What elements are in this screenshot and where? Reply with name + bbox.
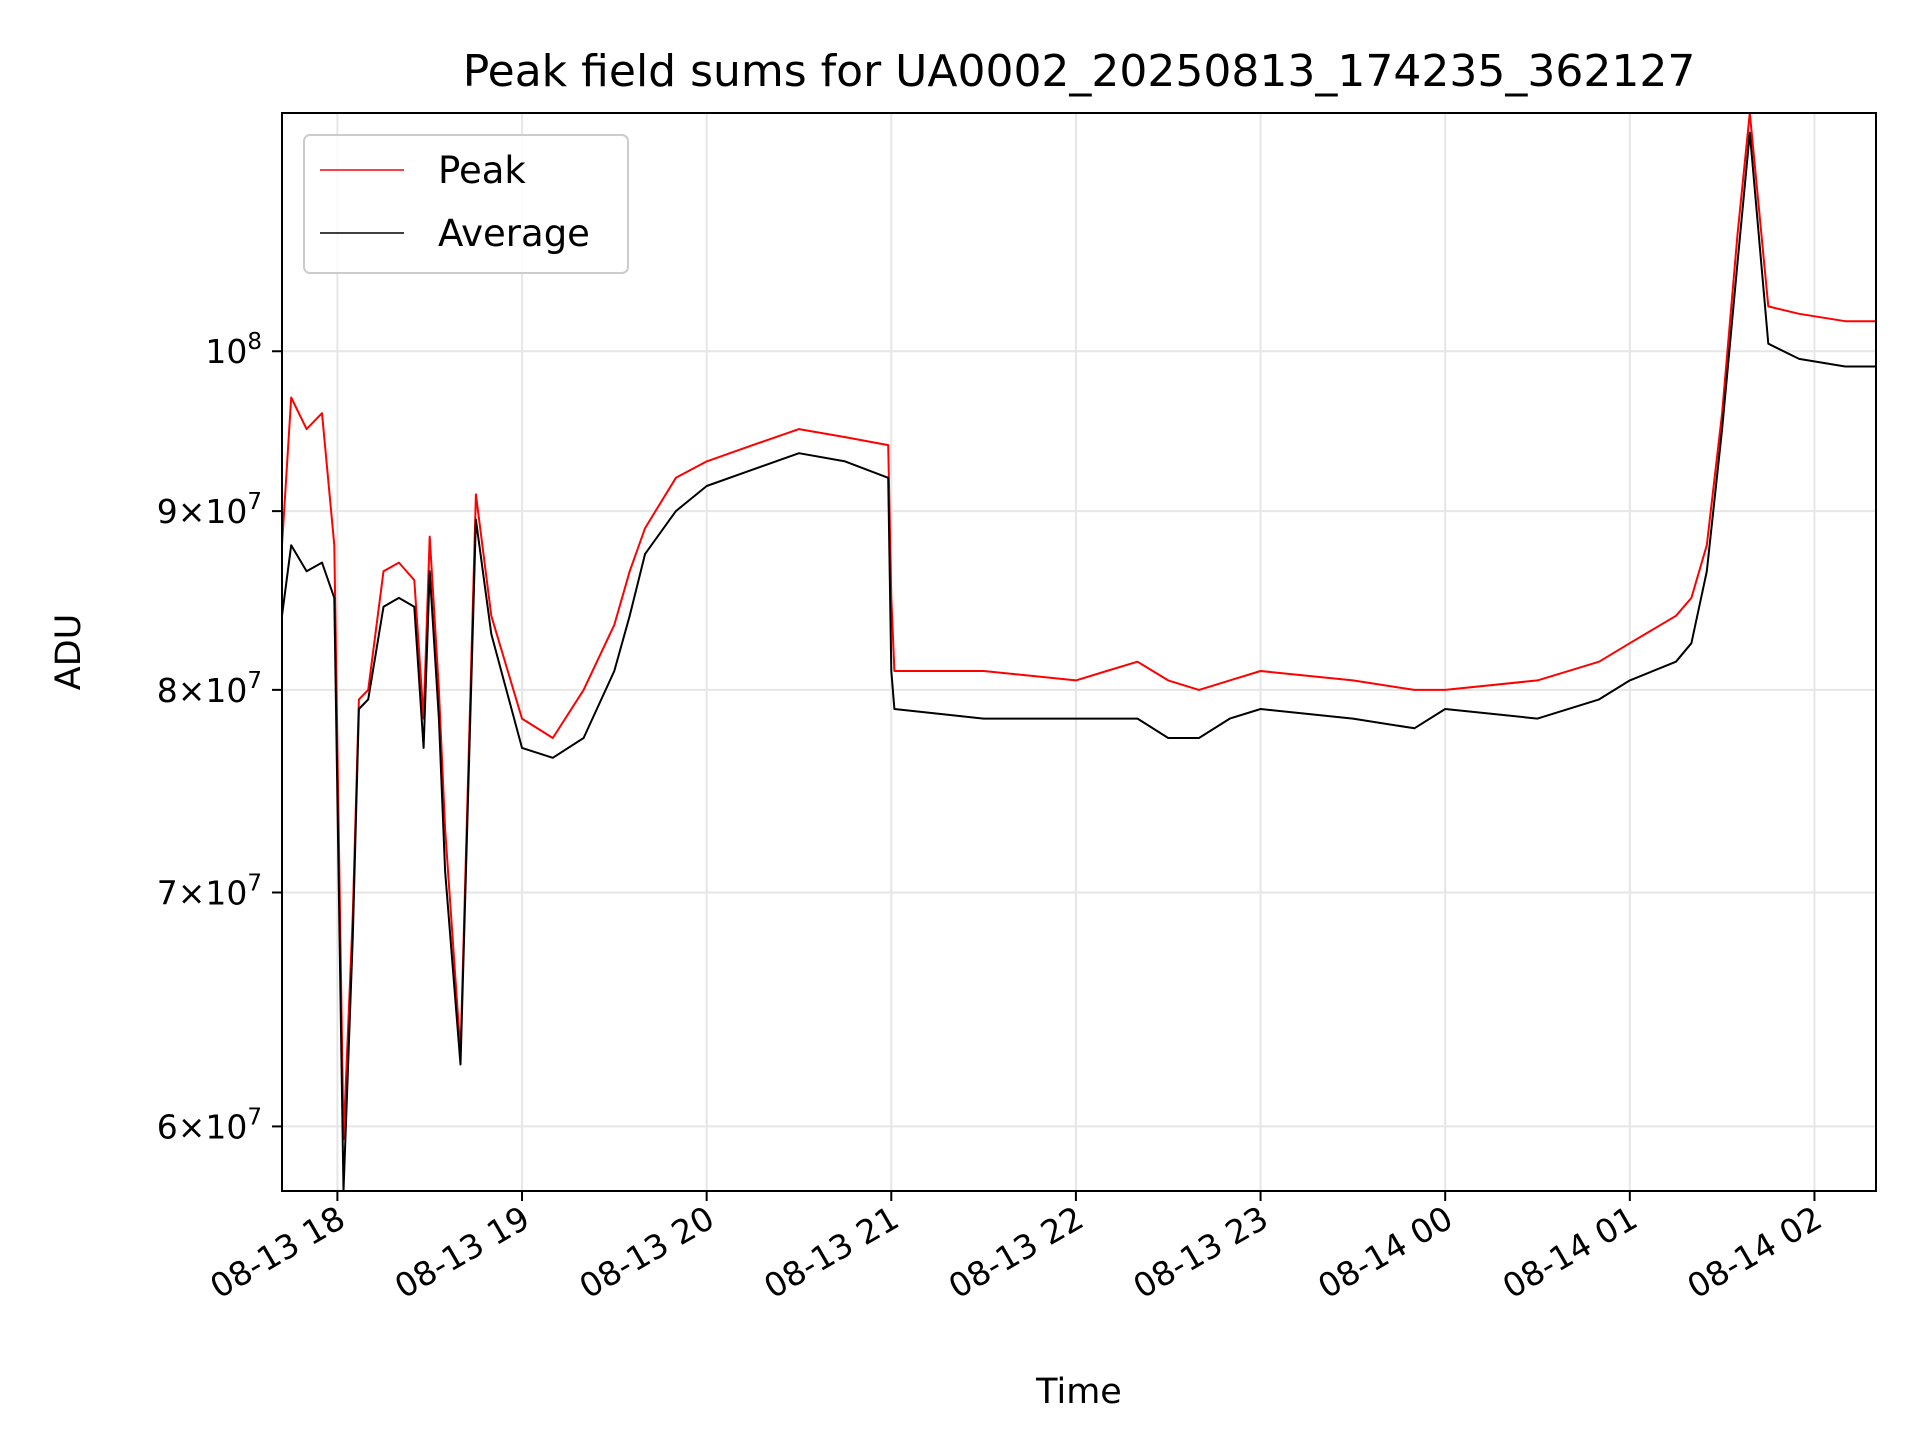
plot-frame — [281, 112, 1877, 1192]
y-tick-label: 8×107 — [157, 668, 262, 710]
series-line-average — [282, 131, 1876, 1191]
legend: Peak Average — [303, 134, 629, 274]
chart-title: Peak field sums for UA0002_20250813_1742… — [463, 46, 1696, 97]
legend-label-peak: Peak — [438, 149, 526, 192]
x-axis-title: Time — [1035, 1372, 1122, 1412]
y-tick-label: 108 — [205, 329, 262, 371]
y-axis-title: ADU — [49, 614, 89, 691]
series-lines — [282, 113, 1876, 1191]
gridlines — [282, 113, 1876, 1191]
y-tick-label: 6×107 — [157, 1104, 262, 1146]
y-axis-ticks: 6×107 7×107 8×107 9×107 108 — [157, 329, 282, 1146]
legend-label-average: Average — [438, 212, 590, 255]
y-tick-label: 9×107 — [157, 489, 262, 531]
series-line-peak — [282, 113, 1876, 1141]
y-tick-label: 7×107 — [157, 870, 262, 912]
